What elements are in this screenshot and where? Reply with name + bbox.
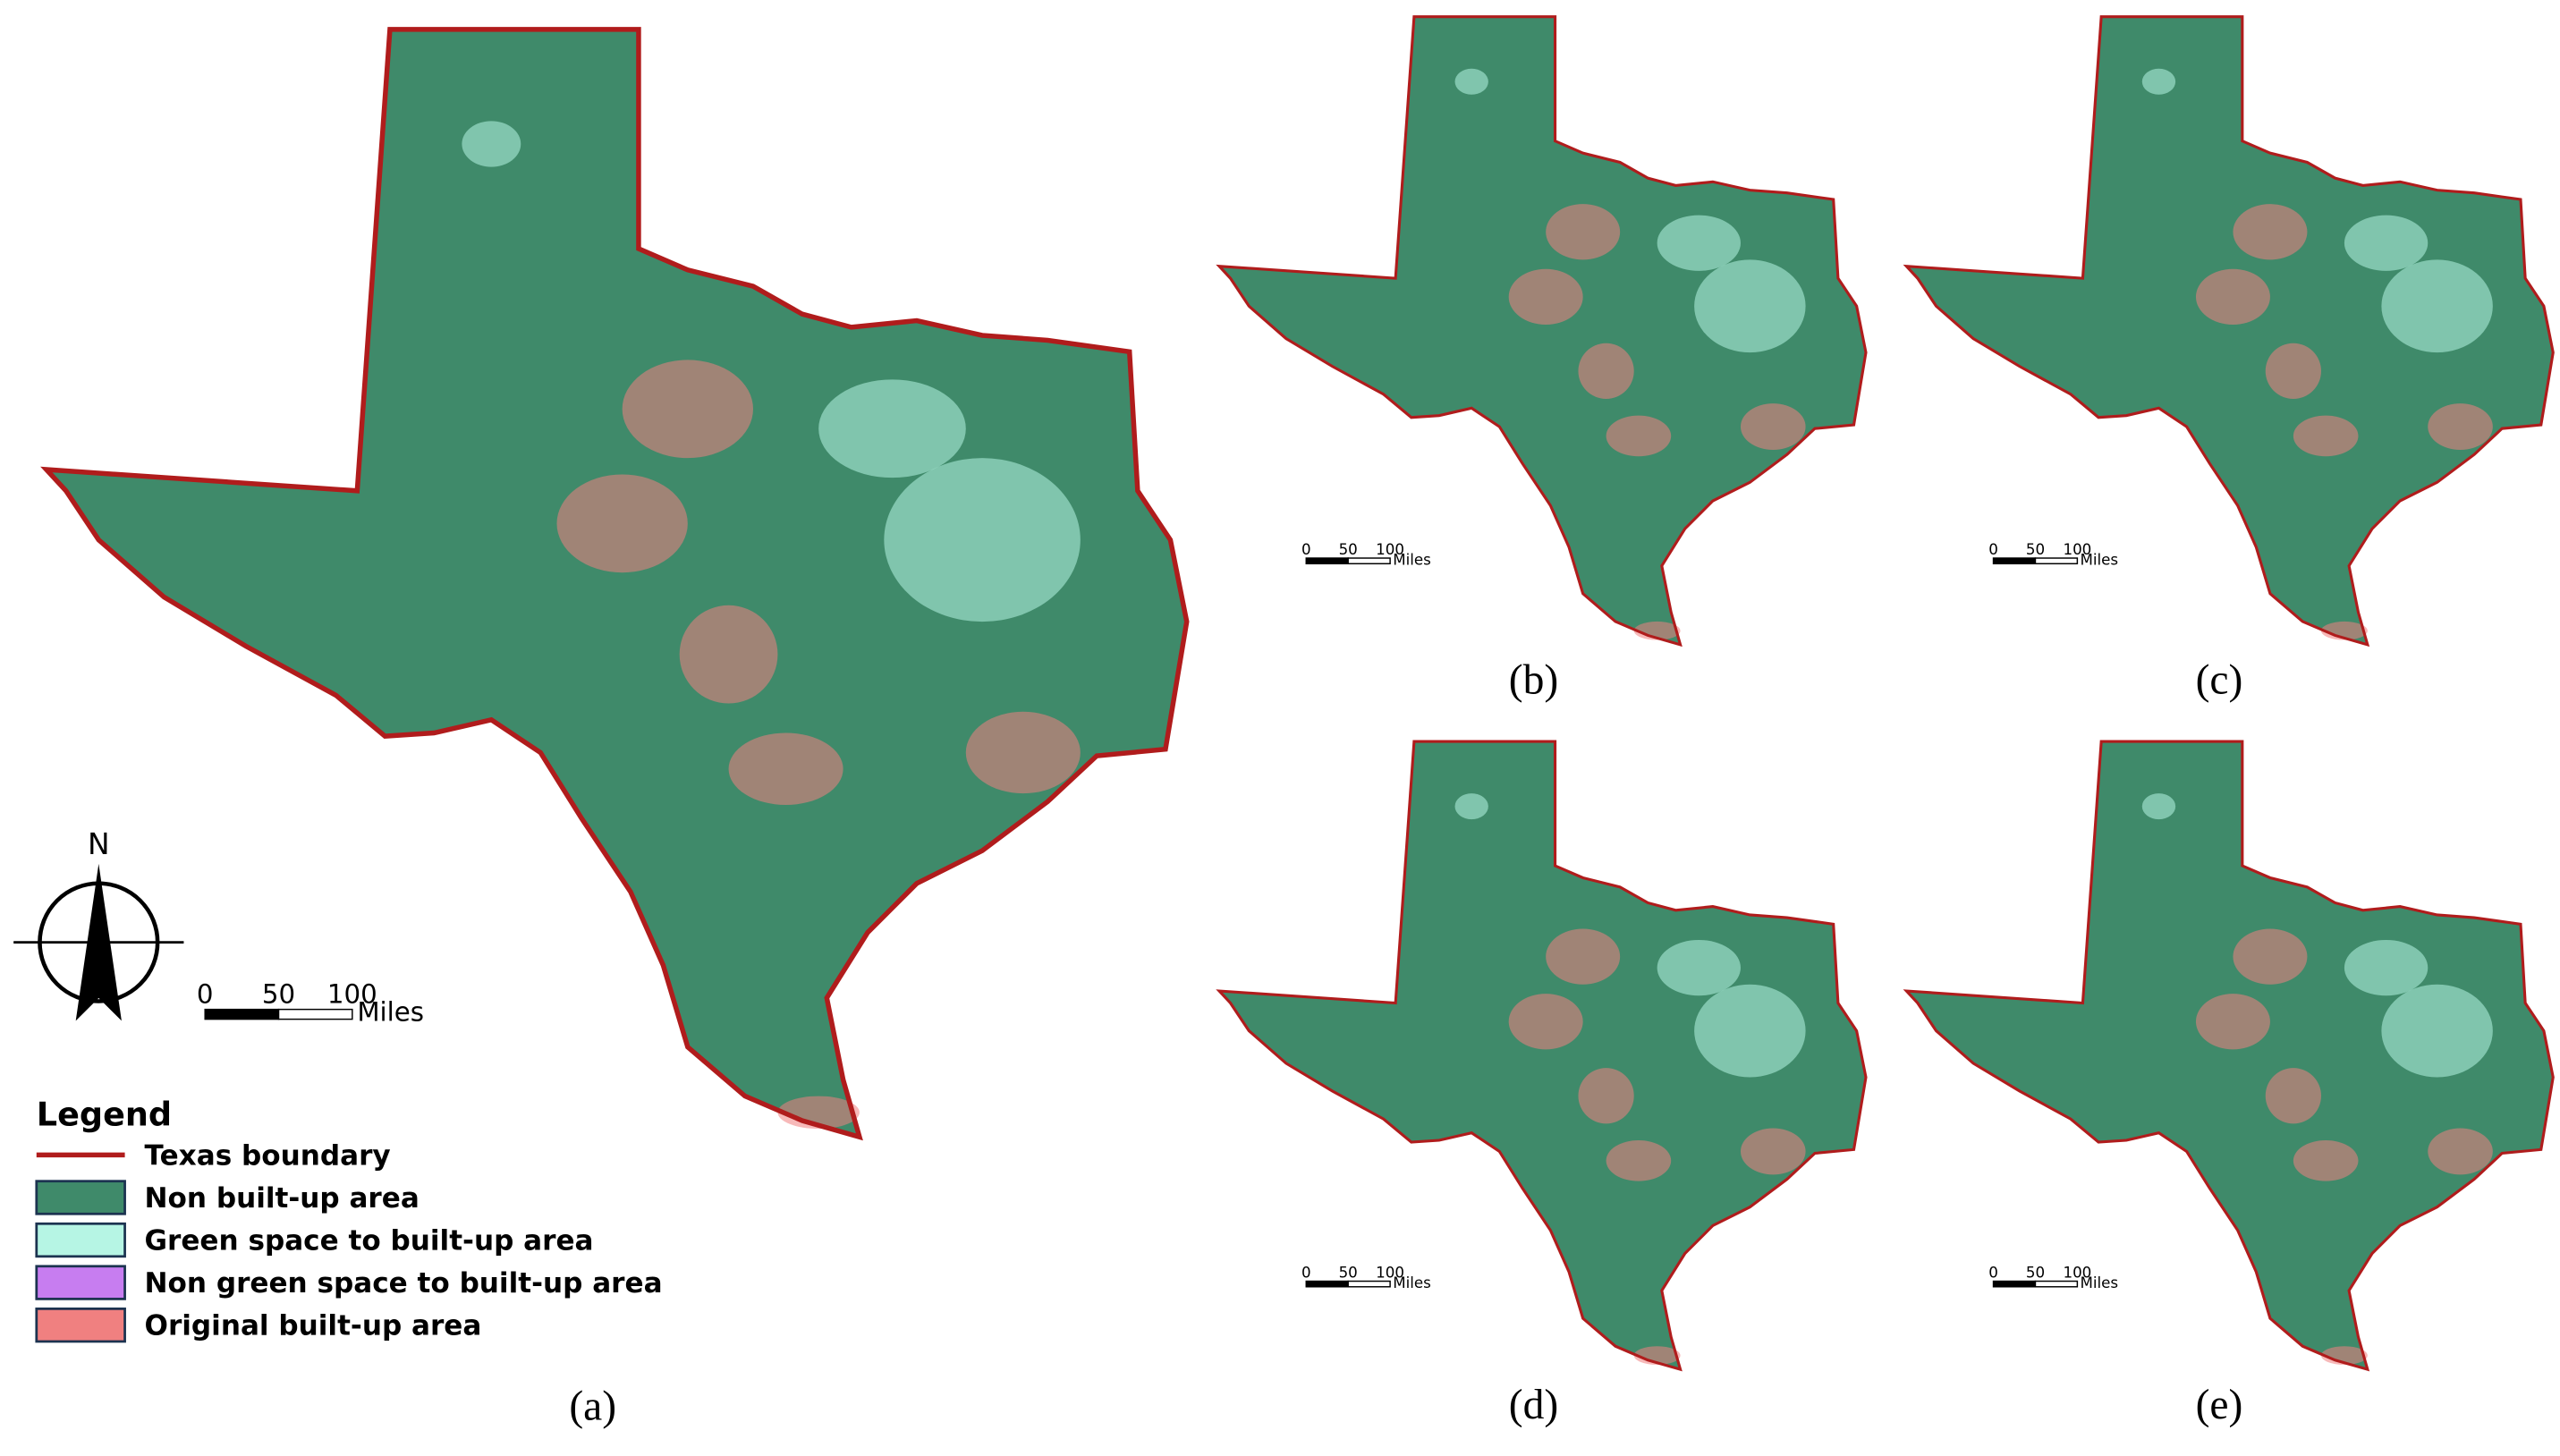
scale-label: 0 bbox=[1988, 1264, 1998, 1281]
legend-label: Non green space to built-up area bbox=[145, 1267, 663, 1299]
legend-label: Non built-up area bbox=[145, 1182, 420, 1215]
legend-title: Legend bbox=[37, 1095, 172, 1133]
urban-area bbox=[2233, 928, 2308, 985]
urban-area bbox=[679, 605, 778, 704]
urban-area bbox=[2428, 403, 2493, 451]
urban-area bbox=[1508, 268, 1583, 326]
scale-label: 0 bbox=[197, 978, 214, 1009]
urban-area bbox=[2428, 1128, 2493, 1175]
urban-area bbox=[1606, 1139, 1672, 1181]
texas-map bbox=[1904, 15, 2555, 647]
scale-label: 0 bbox=[1301, 541, 1311, 558]
scale-label: 50 bbox=[1339, 1264, 1358, 1281]
scale-label: 100 bbox=[327, 978, 377, 1009]
north-label: N bbox=[88, 826, 110, 861]
urban-area bbox=[1694, 984, 1806, 1078]
texas-map bbox=[1217, 15, 1868, 647]
scale-segment bbox=[1305, 1280, 1349, 1288]
compass-needle bbox=[75, 863, 122, 1021]
legend-label: Original built-up area bbox=[145, 1310, 482, 1342]
legend-label: Texas boundary bbox=[145, 1139, 391, 1172]
urban-area bbox=[1578, 1068, 1634, 1124]
scale-label: 100 bbox=[2063, 1264, 2091, 1281]
scale-segment bbox=[204, 1008, 280, 1020]
scale-unit: Miles bbox=[357, 996, 424, 1027]
panel-label: (a) bbox=[569, 1384, 616, 1430]
panel-label: (c) bbox=[2196, 657, 2243, 704]
panel-label: (d) bbox=[1509, 1382, 1558, 1428]
urban-area bbox=[2381, 259, 2493, 353]
scale-label: 50 bbox=[2026, 1264, 2045, 1281]
scale-label: 0 bbox=[1988, 541, 1998, 558]
scale-segment bbox=[1992, 1280, 2037, 1288]
texas-map bbox=[1217, 740, 1868, 1371]
urban-area bbox=[1740, 403, 1806, 451]
urban-area bbox=[818, 379, 966, 478]
urban-area bbox=[2265, 343, 2321, 399]
urban-area bbox=[2381, 984, 2493, 1078]
urban-area bbox=[1546, 928, 1621, 985]
urban-area bbox=[2293, 415, 2359, 457]
texas-map bbox=[47, 30, 1187, 1137]
scale-label: 0 bbox=[1301, 1264, 1311, 1281]
urban-area bbox=[2141, 793, 2176, 820]
urban-area bbox=[2344, 939, 2429, 996]
urban-area bbox=[2195, 268, 2270, 326]
urban-area bbox=[728, 732, 843, 805]
scale-unit: Miles bbox=[2081, 1274, 2119, 1291]
urban-area bbox=[1657, 939, 1741, 996]
urban-area bbox=[2141, 68, 2176, 95]
urban-area bbox=[622, 360, 753, 459]
urban-area bbox=[1694, 259, 1806, 353]
urban-area bbox=[2233, 204, 2308, 260]
scale-label: 50 bbox=[1339, 541, 1358, 558]
urban-area bbox=[2195, 994, 2270, 1050]
scale-unit: Miles bbox=[2081, 551, 2119, 568]
urban-area bbox=[965, 711, 1081, 794]
texas-map bbox=[1904, 740, 2555, 1371]
legend-label: Green space to built-up area bbox=[145, 1225, 594, 1257]
panel-label: (e) bbox=[2196, 1382, 2243, 1428]
scale-segment bbox=[277, 1008, 353, 1020]
north-arrow: N bbox=[13, 826, 184, 1021]
urban-area bbox=[2344, 215, 2429, 271]
legend-swatch bbox=[35, 1307, 126, 1343]
urban-area bbox=[1657, 215, 1741, 271]
legend-swatch bbox=[35, 1180, 126, 1215]
urban-area bbox=[556, 474, 688, 573]
scale-segment bbox=[1347, 557, 1391, 565]
scale-label: 100 bbox=[1376, 1264, 1404, 1281]
scale-segment bbox=[1992, 557, 2037, 565]
legend-swatch bbox=[35, 1222, 126, 1258]
urban-area bbox=[2265, 1068, 2321, 1124]
urban-area bbox=[1578, 343, 1634, 399]
scale-segment bbox=[1305, 557, 1349, 565]
scale-label: 100 bbox=[2063, 541, 2091, 558]
urban-area bbox=[1508, 994, 1583, 1050]
scale-segment bbox=[2034, 1280, 2079, 1288]
scale-unit: Miles bbox=[1393, 1274, 1431, 1291]
legend-swatch bbox=[35, 1265, 126, 1300]
panel-label: (b) bbox=[1509, 657, 1558, 704]
urban-area bbox=[1546, 204, 1621, 260]
urban-area bbox=[884, 458, 1081, 622]
urban-area bbox=[1454, 793, 1488, 820]
urban-area bbox=[1454, 68, 1488, 95]
scale-unit: Miles bbox=[1393, 551, 1431, 568]
scale-label: 50 bbox=[2026, 541, 2045, 558]
scale-label: 100 bbox=[1376, 541, 1404, 558]
scale-segment bbox=[1347, 1280, 1391, 1288]
scale-label: 50 bbox=[262, 978, 295, 1009]
urban-area bbox=[2293, 1139, 2359, 1181]
scale-segment bbox=[2034, 557, 2079, 565]
urban-area bbox=[462, 121, 521, 167]
urban-area bbox=[1740, 1128, 1806, 1175]
urban-area bbox=[1606, 415, 1672, 457]
